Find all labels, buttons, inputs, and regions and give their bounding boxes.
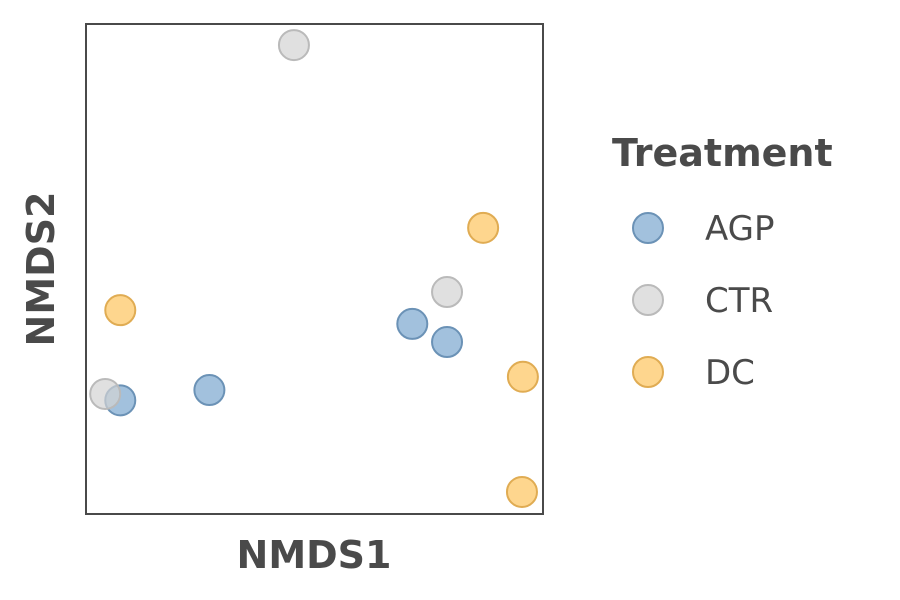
point-agp-2 <box>193 374 226 407</box>
data-points <box>89 29 539 508</box>
point-dc-3 <box>506 360 539 393</box>
legend-label-ctr: CTR <box>705 281 773 321</box>
point-dc-4 <box>505 475 538 508</box>
point-ctr-3 <box>431 276 464 309</box>
point-ctr-2 <box>277 29 310 62</box>
legend-marker-ctr <box>632 284 664 316</box>
point-dc-2 <box>467 211 500 244</box>
plot-frame <box>85 23 544 515</box>
legend: AGP CTR DC <box>632 209 775 393</box>
point-agp-4 <box>431 326 464 359</box>
legend-marker-dc <box>632 356 664 388</box>
legend-marker-agp <box>632 212 664 244</box>
legend-label-agp: AGP <box>705 209 775 249</box>
point-dc-1 <box>104 294 137 327</box>
x-axis-title: NMDS1 <box>237 533 392 577</box>
legend-title: Treatment <box>612 131 833 175</box>
point-ctr-1 <box>89 377 122 410</box>
legend-label-dc: DC <box>705 353 755 393</box>
y-axis-title: NMDS2 <box>19 192 63 347</box>
point-agp-3 <box>396 307 429 340</box>
